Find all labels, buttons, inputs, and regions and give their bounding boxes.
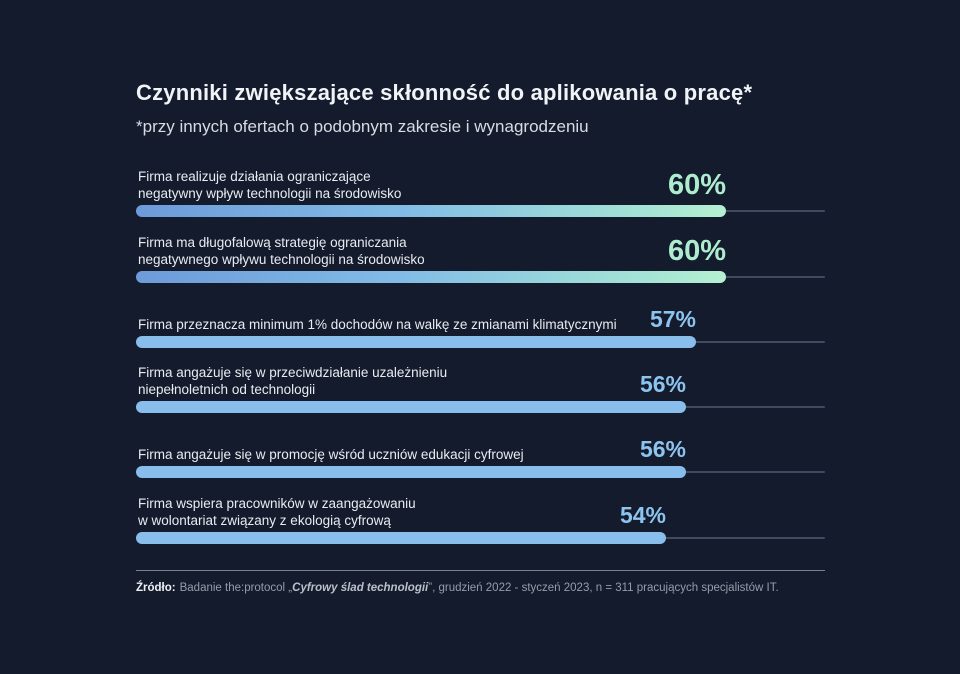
bar-label-line: Firma wspiera pracowników w zaangażowani…	[138, 496, 416, 511]
value-label: 54%	[619, 502, 666, 528]
footer-divider	[136, 570, 825, 571]
bar-label: Firma wspiera pracowników w zaangażowani…	[138, 495, 698, 529]
bar-fill	[136, 271, 726, 283]
bar-label: Firma przeznacza minimum 1% dochodów na …	[138, 316, 698, 333]
bar-label: Firma angażuje się w przeciwdziałanie uz…	[138, 364, 698, 398]
bar-fill	[136, 205, 726, 217]
bar-label-line: Firma angażuje się w promocję wśród uczn…	[138, 447, 524, 462]
value-label: 60%	[667, 169, 726, 201]
value-label: 56%	[639, 371, 686, 397]
bar-label-line: niepełnoletnich od technologii	[138, 382, 316, 397]
bar-label: Firma ma długofalową strategię ogranicza…	[138, 234, 698, 268]
bar-fill	[136, 532, 666, 544]
bar-chart: Firma realizuje działania ograniczające n…	[136, 0, 825, 560]
bar-label-line: Firma ma długofalową strategię ogranicza…	[138, 235, 407, 250]
bar-row: Firma realizuje działania ograniczające n…	[136, 155, 825, 217]
bar-fill	[136, 401, 686, 413]
value-label: 60%	[667, 235, 726, 267]
bar-label-line: w wolontariat związany z ekologią cyfrow…	[138, 513, 391, 528]
bar-label-line: Firma przeznacza minimum 1% dochodów na …	[138, 317, 617, 332]
page-subtitle: *przy innych ofertach o podobnym zakresi…	[136, 117, 589, 136]
bar-label-line: Firma realizuje działania ograniczające	[138, 169, 371, 184]
bar-row: Firma przeznacza minimum 1% dochodów na …	[136, 286, 825, 348]
page-title: Czynniki zwiększające skłonność do aplik…	[136, 80, 753, 105]
bar-fill	[136, 466, 686, 478]
bar-label-line: negatywny wpływ technologii na środowisk…	[138, 186, 402, 201]
bar-label-line: Firma angażuje się w przeciwdziałanie uz…	[138, 365, 448, 380]
bar-label-line: negatywnego wpływu technologii na środow…	[138, 252, 425, 267]
source-study-name: Cyfrowy ślad technologii	[292, 582, 429, 594]
value-label: 57%	[649, 306, 696, 332]
bar-row: Firma ma długofalową strategię ogranicza…	[136, 221, 825, 283]
source-text-after: ”, grudzień 2022 - styczeń 2023, n = 311…	[428, 582, 779, 594]
bar-row: Firma angażuje się w promocję wśród uczn…	[136, 416, 825, 478]
source-line: Źródło: Badanie the:protocol „Cyfrowy śla…	[136, 581, 836, 596]
source-text-before: Badanie the:protocol „	[179, 582, 293, 594]
bar-label: Firma angażuje się w promocję wśród uczn…	[138, 446, 698, 463]
bar-row: Firma angażuje się w przeciwdziałanie uz…	[136, 351, 825, 413]
value-label: 56%	[639, 436, 686, 462]
source-prefix: Źródło:	[136, 582, 176, 594]
bar-fill	[136, 336, 696, 348]
bar-row: Firma wspiera pracowników w zaangażowani…	[136, 482, 825, 544]
bar-label: Firma realizuje działania ograniczające n…	[138, 168, 698, 202]
